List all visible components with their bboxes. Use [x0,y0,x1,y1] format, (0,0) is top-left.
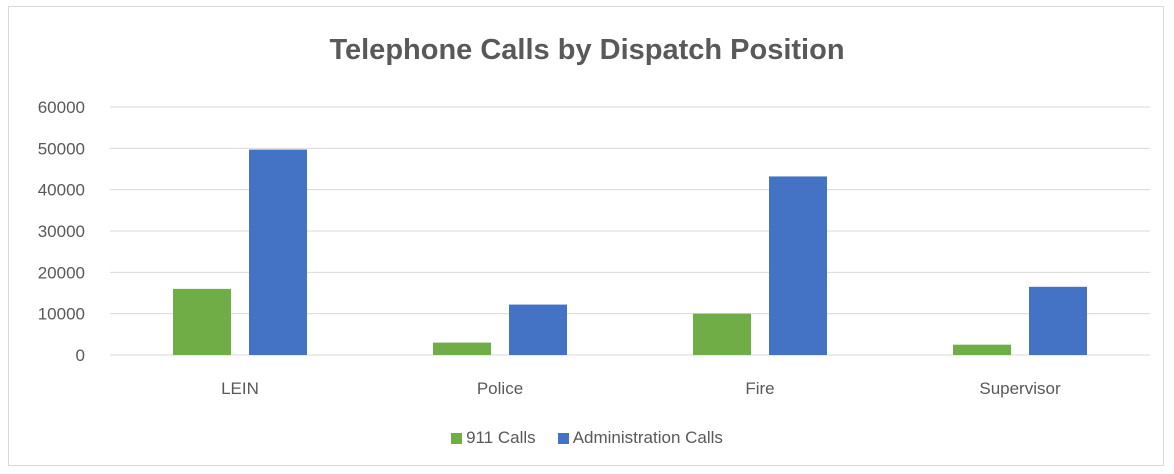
y-tick-label: 0 [76,346,85,365]
legend-label-911: 911 Calls [466,428,536,447]
x-tick-label: LEIN [221,379,259,398]
y-tick-label: 40000 [38,181,85,200]
y-tick-label: 60000 [38,98,85,117]
bar-administration-calls-supervisor [1029,286,1087,355]
legend-item-administration: Administration Calls [557,428,723,448]
legend-label-administration: Administration Calls [572,428,723,447]
y-tick-label: 10000 [38,305,85,324]
bar-administration-calls-police [509,304,567,355]
y-tick-label: 50000 [38,139,85,158]
x-tick-label: Police [477,379,523,398]
chart-title: Telephone Calls by Dispatch Position [329,34,845,66]
y-tick-label: 20000 [38,263,85,282]
legend-swatch-911 [451,432,463,444]
bar-911-calls-lein [173,288,231,355]
bar-administration-calls-fire [769,176,827,355]
legend: 911 Calls Administration Calls [0,428,1174,448]
x-tick-label: Supervisor [979,379,1061,398]
legend-item-911: 911 Calls [451,428,536,448]
bar-911-calls-supervisor [953,344,1011,355]
bar-administration-calls-lein [249,149,307,355]
bar-911-calls-fire [693,313,751,355]
bar-911-calls-police [433,342,491,355]
chart-area [8,6,1164,466]
x-tick-label: Fire [745,379,774,398]
y-tick-label: 30000 [38,222,85,241]
legend-swatch-administration [557,432,569,444]
